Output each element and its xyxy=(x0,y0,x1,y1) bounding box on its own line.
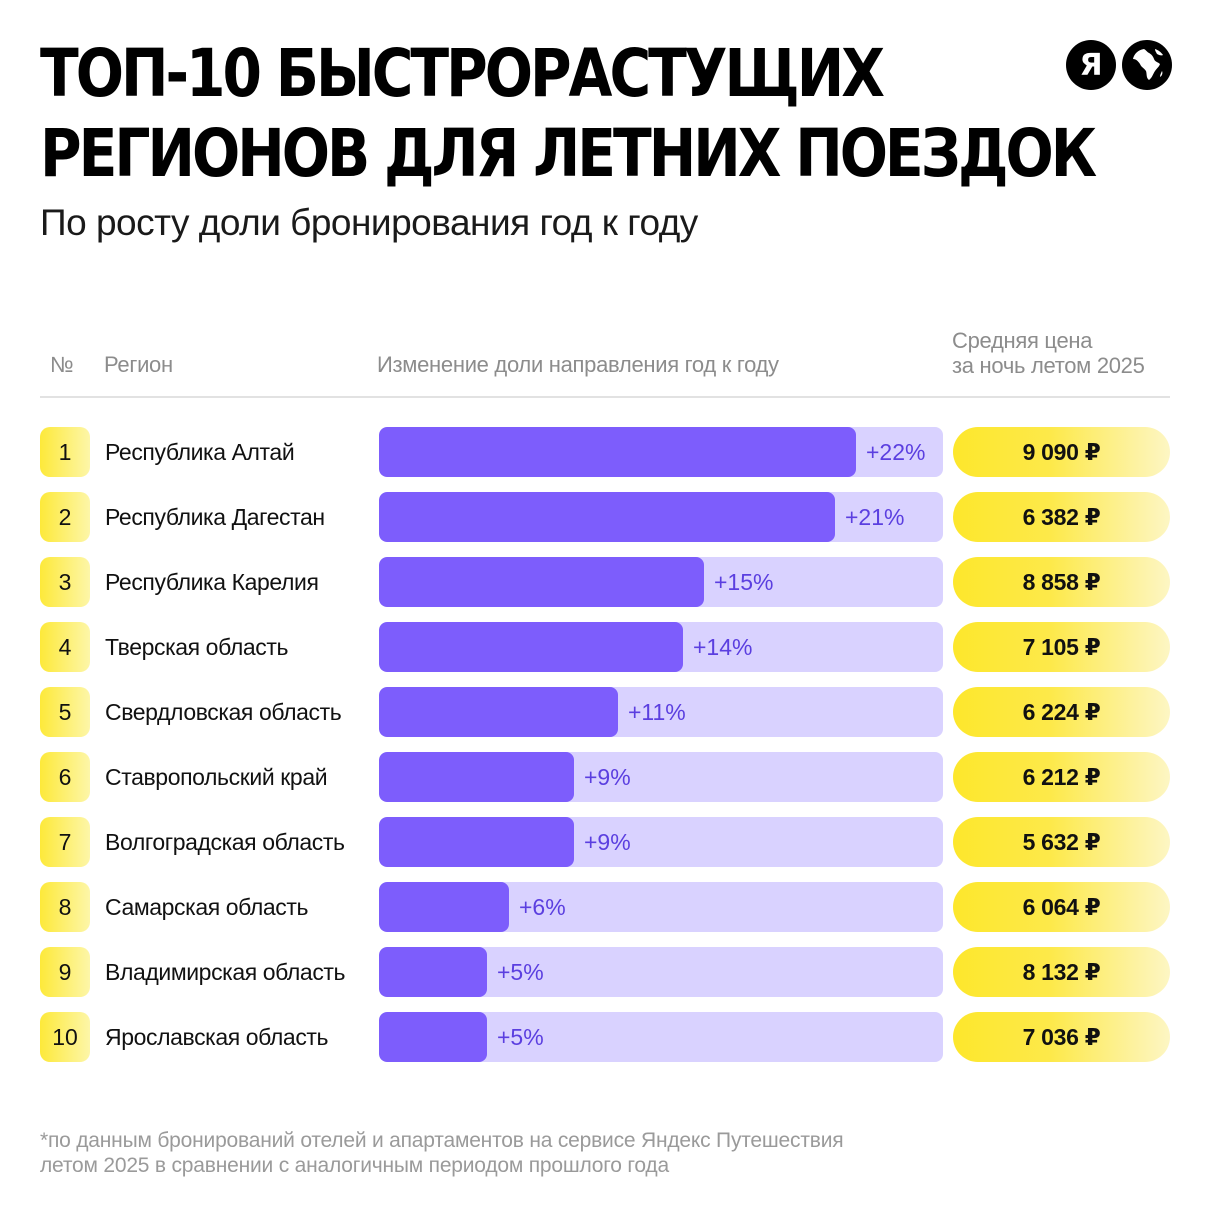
footnote: *по данным бронирований отелей и апартам… xyxy=(40,1128,844,1178)
bar-value-label: +11% xyxy=(628,698,686,725)
price-pill: 7 105 ₽ xyxy=(953,622,1170,672)
price-pill: 8 132 ₽ xyxy=(953,947,1170,997)
bar-value-label: +22% xyxy=(866,438,926,465)
title-line-2: РЕГИОНОВ ДЛЯ ЛЕТНИХ ПОЕЗДОК xyxy=(40,115,1097,192)
column-header-price-line-2: за ночь летом 2025 xyxy=(952,353,1145,378)
yandex-logo: Я xyxy=(1066,40,1116,90)
column-header-change: Изменение доли направления год к году xyxy=(377,352,779,377)
region-name: Ставропольский край xyxy=(105,763,328,790)
page-subtitle: По росту доли бронирования год к году xyxy=(40,202,698,243)
price-pill: 6 224 ₽ xyxy=(953,687,1170,737)
bar-track xyxy=(379,817,943,867)
bar-track xyxy=(379,752,943,802)
rank-badge: 7 xyxy=(40,817,90,867)
footnote-line-2: летом 2025 в сравнении с аналогичным пер… xyxy=(40,1154,669,1177)
table-row: 8 Самарская область +6% 6 064 ₽ xyxy=(0,882,1210,932)
rank-badge: 10 xyxy=(40,1012,90,1062)
region-name: Республика Дагестан xyxy=(105,503,325,530)
bar xyxy=(379,752,574,802)
price-pill: 6 382 ₽ xyxy=(953,492,1170,542)
rank-badge: 3 xyxy=(40,557,90,607)
rank-badge: 6 xyxy=(40,752,90,802)
bar-value-label: +5% xyxy=(497,1023,544,1050)
footnote-line-1: *по данным бронирований отелей и апартам… xyxy=(40,1129,844,1152)
bar-value-label: +21% xyxy=(845,503,905,530)
globe-icon xyxy=(1122,40,1172,90)
region-name: Тверская область xyxy=(105,633,289,660)
title-line-1: ТОП-10 БЫСТРОРАСТУЩИХ xyxy=(40,35,885,112)
price-pill: 7 036 ₽ xyxy=(953,1012,1170,1062)
bar xyxy=(379,882,509,932)
column-header-region: Регион xyxy=(104,352,173,377)
header-divider xyxy=(40,396,1170,398)
column-header-price-line-1: Средняя цена xyxy=(952,328,1093,353)
rank-badge: 5 xyxy=(40,687,90,737)
bar-value-label: +6% xyxy=(519,893,566,920)
bar-track xyxy=(379,427,943,477)
table-row: 6 Ставропольский край +9% 6 212 ₽ xyxy=(0,752,1210,802)
bar-value-label: +9% xyxy=(584,828,631,855)
bar-value-label: +15% xyxy=(714,568,774,595)
bar xyxy=(379,622,683,672)
page-title: ТОП-10 БЫСТРОРАСТУЩИХ РЕГИОНОВ ДЛЯ ЛЕТНИ… xyxy=(40,34,1097,194)
price-pill: 6 212 ₽ xyxy=(953,752,1170,802)
bar xyxy=(379,427,856,477)
region-name: Республика Карелия xyxy=(105,568,319,595)
region-name: Свердловская область xyxy=(105,698,342,725)
region-name: Республика Алтай xyxy=(105,438,295,465)
bar-track xyxy=(379,947,943,997)
bar xyxy=(379,1012,487,1062)
price-pill: 5 632 ₽ xyxy=(953,817,1170,867)
bar xyxy=(379,687,618,737)
rank-badge: 9 xyxy=(40,947,90,997)
bar-value-label: +14% xyxy=(693,633,753,660)
rank-badge: 1 xyxy=(40,427,90,477)
bar-value-label: +9% xyxy=(584,763,631,790)
table-row: 3 Республика Карелия +15% 8 858 ₽ xyxy=(0,557,1210,607)
region-name: Ярославская область xyxy=(105,1023,329,1050)
region-name: Волгоградская область xyxy=(105,828,345,855)
rank-badge: 4 xyxy=(40,622,90,672)
table-row: 7 Волгоградская область +9% 5 632 ₽ xyxy=(0,817,1210,867)
column-header-price: Средняя цена за ночь летом 2025 xyxy=(952,328,1145,378)
bar xyxy=(379,817,574,867)
rank-badge: 2 xyxy=(40,492,90,542)
bar-track xyxy=(379,687,943,737)
bar-value-label: +5% xyxy=(497,958,544,985)
price-pill: 8 858 ₽ xyxy=(953,557,1170,607)
rank-badge: 8 xyxy=(40,882,90,932)
bar xyxy=(379,492,835,542)
bar xyxy=(379,557,704,607)
table-row: 9 Владимирская область +5% 8 132 ₽ xyxy=(0,947,1210,997)
table-row: 5 Свердловская область +11% 6 224 ₽ xyxy=(0,687,1210,737)
table-row: 2 Республика Дагестан +21% 6 382 ₽ xyxy=(0,492,1210,542)
table-row: 1 Республика Алтай +22% 9 090 ₽ xyxy=(0,427,1210,477)
bar-track xyxy=(379,492,943,542)
price-pill: 6 064 ₽ xyxy=(953,882,1170,932)
column-header-number: № xyxy=(50,352,74,377)
bar xyxy=(379,947,487,997)
price-pill: 9 090 ₽ xyxy=(953,427,1170,477)
brand-logos: Я xyxy=(1066,40,1172,90)
region-name: Владимирская область xyxy=(105,958,346,985)
table-row: 10 Ярославская область +5% 7 036 ₽ xyxy=(0,1012,1210,1062)
bar-track xyxy=(379,1012,943,1062)
table-row: 4 Тверская область +14% 7 105 ₽ xyxy=(0,622,1210,672)
bar-track xyxy=(379,557,943,607)
bar-track xyxy=(379,622,943,672)
bar-track xyxy=(379,882,943,932)
region-name: Самарская область xyxy=(105,893,309,920)
